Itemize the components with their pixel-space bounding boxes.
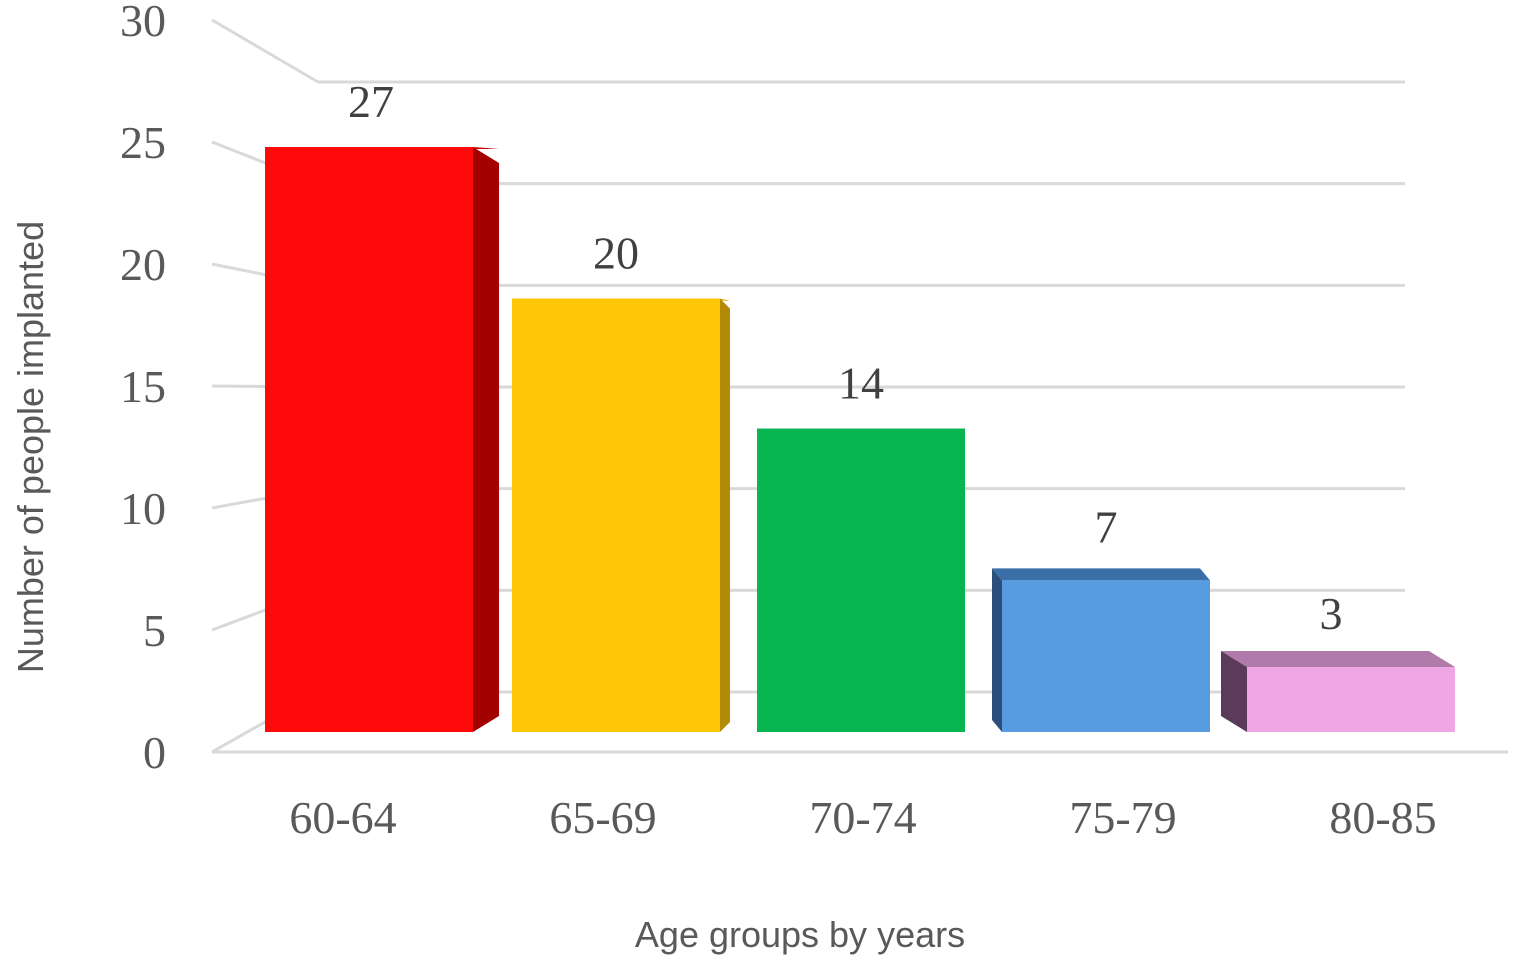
y-axis-title: Number of people implanted xyxy=(10,221,51,673)
x-axis-ticks: 60-64 65-69 70-74 75-79 80-85 xyxy=(289,792,1436,843)
y-tick-label: 0 xyxy=(143,727,166,778)
bar-side-face xyxy=(1221,651,1247,732)
x-axis-title: Age groups by years xyxy=(635,914,965,955)
y-tick-label: 10 xyxy=(120,483,166,534)
y-tick-label: 15 xyxy=(120,361,166,412)
x-tick-label: 75-79 xyxy=(1069,792,1176,843)
bar-front-face xyxy=(512,298,720,732)
data-label: 20 xyxy=(593,228,639,279)
bar-front-face xyxy=(757,428,965,732)
y-tick-label: 30 xyxy=(120,0,166,46)
bar-side-face xyxy=(473,147,499,732)
bar-side-face xyxy=(720,298,730,732)
y-tick-label: 25 xyxy=(120,117,166,168)
x-tick-label: 60-64 xyxy=(289,792,396,843)
y-tick-label: 20 xyxy=(120,239,166,290)
x-tick-label: 65-69 xyxy=(549,792,656,843)
data-label: 7 xyxy=(1095,501,1118,552)
bar-front-face xyxy=(1002,580,1210,732)
bar-60-64 xyxy=(265,147,499,732)
bar-front-face xyxy=(265,147,473,732)
bar-80-85 xyxy=(1221,651,1455,732)
gridline-depth xyxy=(211,18,319,84)
data-label: 27 xyxy=(348,76,394,127)
bar-75-79 xyxy=(992,568,1210,732)
data-labels: 27 20 14 7 3 xyxy=(348,76,1343,639)
bar-top-face xyxy=(992,568,1210,581)
y-tick-label: 5 xyxy=(143,605,166,656)
x-tick-label: 80-85 xyxy=(1329,792,1436,843)
bar-65-69 xyxy=(512,298,730,732)
x-tick-label: 70-74 xyxy=(809,792,916,843)
bar-front-face xyxy=(1247,667,1455,732)
bars xyxy=(265,147,1455,732)
y-axis-ticks: 0 5 10 15 20 25 30 xyxy=(120,0,166,778)
data-label: 14 xyxy=(838,358,884,409)
bar-top-face xyxy=(1221,651,1455,667)
bar-side-face xyxy=(992,568,1002,732)
bar-70-74 xyxy=(757,428,965,732)
data-label: 3 xyxy=(1320,588,1343,639)
